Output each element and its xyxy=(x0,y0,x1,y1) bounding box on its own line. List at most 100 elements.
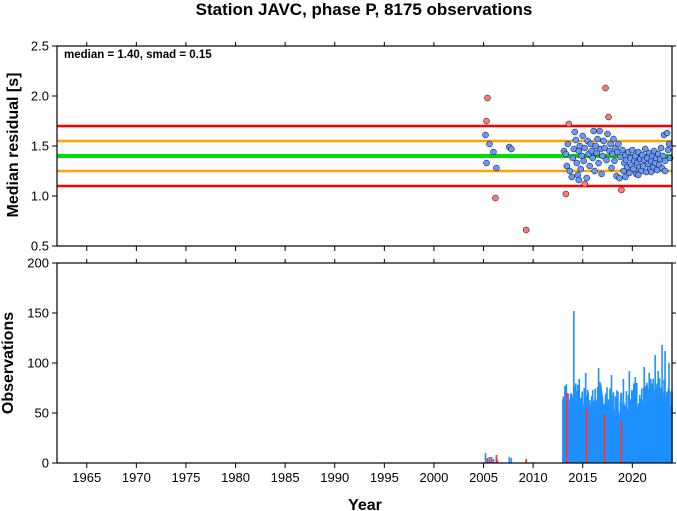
inlier-point xyxy=(665,140,673,148)
inlier-point xyxy=(620,167,627,175)
median-residual-panel: 0.5 1.0 1.5 2.0 2.5 median = 1.40, smad = 0.1… xyxy=(31,39,676,254)
inlier-point xyxy=(595,159,602,167)
outlier-observation-bar xyxy=(585,408,588,463)
x-tick-label: 2005 xyxy=(469,470,498,485)
inlier-point xyxy=(647,168,655,176)
outlier-observation-bar xyxy=(603,415,606,463)
inlier-point xyxy=(483,159,490,167)
outlier-point xyxy=(602,84,609,92)
x-tick-label: 1995 xyxy=(370,470,399,485)
outlier-observation-bar xyxy=(490,457,493,463)
inlier-point xyxy=(575,176,583,184)
observation-bar xyxy=(496,460,499,463)
inlier-point xyxy=(486,140,493,148)
inlier-point xyxy=(563,162,571,170)
inlier-point xyxy=(564,140,572,148)
inlier-point xyxy=(580,157,587,165)
inlier-point xyxy=(590,127,597,135)
inlier-point xyxy=(641,145,649,153)
chart-title: Station JAVC, phase P, 8175 observations xyxy=(196,0,533,19)
inlier-point xyxy=(596,127,603,135)
inlier-point xyxy=(601,144,608,152)
x-tick-label: 1970 xyxy=(122,470,151,485)
top-y-tick-label: 1.5 xyxy=(31,139,49,154)
outlier-point xyxy=(483,117,490,125)
outlier-point xyxy=(492,194,499,202)
x-tick-label: 2015 xyxy=(568,470,597,485)
outlier-point xyxy=(581,180,588,188)
inlier-point xyxy=(594,135,601,143)
observation-bar xyxy=(510,458,513,463)
inlier-point xyxy=(589,154,596,162)
inlier-point xyxy=(616,174,623,182)
x-tick-label: 2010 xyxy=(519,470,548,485)
inlier-point xyxy=(569,154,577,162)
inlier-point xyxy=(586,162,593,170)
inlier-point xyxy=(610,135,617,143)
bottom-y-tick-label: 100 xyxy=(27,356,49,371)
inlier-point xyxy=(591,167,598,175)
inlier-point xyxy=(562,150,570,158)
x-tick-label: 2000 xyxy=(419,470,448,485)
inlier-point xyxy=(600,137,607,145)
inlier-point xyxy=(611,157,618,165)
outlier-point xyxy=(522,226,530,234)
top-y-axis-label: Median residual [s] xyxy=(5,73,22,218)
inlier-point xyxy=(581,144,588,152)
bottom-y-axis-label: Observations xyxy=(0,312,17,414)
inlier-point xyxy=(579,132,586,140)
outlier-point xyxy=(618,186,625,194)
inlier-point xyxy=(619,146,626,154)
inlier-point xyxy=(657,144,665,152)
outlier-observation-bar xyxy=(495,455,498,463)
x-tick-label: 1990 xyxy=(320,470,349,485)
inlier-point xyxy=(573,159,581,167)
inlier-point xyxy=(626,169,633,177)
outlier-point xyxy=(562,190,570,198)
inlier-point xyxy=(615,140,622,148)
x-tick-label: 1965 xyxy=(72,470,101,485)
top-y-tick-label: 2.5 xyxy=(31,39,49,54)
inlier-point xyxy=(663,129,671,137)
inlier-point xyxy=(493,164,500,172)
bottom-y-tick-label: 150 xyxy=(27,306,49,321)
outlier-point xyxy=(484,94,491,102)
inlier-point xyxy=(577,165,584,173)
inlier-point xyxy=(661,157,669,165)
x-tick-label: 1985 xyxy=(271,470,300,485)
inlier-point xyxy=(568,173,576,181)
observation-bar xyxy=(484,453,487,463)
top-y-tick-label: 0.5 xyxy=(31,239,49,254)
inlier-point xyxy=(604,130,611,138)
inlier-point xyxy=(608,164,615,172)
top-y-tick-label: 2.0 xyxy=(31,89,49,104)
inlier-point xyxy=(572,136,580,144)
observation-bar xyxy=(488,457,491,463)
inlier-point xyxy=(566,167,574,175)
inlier-point xyxy=(593,149,600,157)
inlier-point xyxy=(508,145,515,153)
observation-bar xyxy=(492,459,495,463)
observation-bar xyxy=(508,457,511,463)
top-y-tick-label: 1.0 xyxy=(31,189,49,204)
inlier-point xyxy=(571,128,579,136)
inlier-point xyxy=(490,148,497,156)
inlier-point xyxy=(664,146,672,154)
inlier-point xyxy=(635,171,642,179)
stats-annotation: median = 1.40, smad = 0.15 xyxy=(64,49,212,61)
inlier-point xyxy=(629,146,636,154)
x-tick-label: 1980 xyxy=(221,470,250,485)
x-tick-label: 2020 xyxy=(618,470,647,485)
outlier-point xyxy=(565,120,573,128)
inlier-point xyxy=(607,140,614,148)
observations-panel: 0 50 100 150 200 1965 1970 1975 1980 1985 1990 1995… xyxy=(27,256,676,485)
inlier-point xyxy=(592,142,599,150)
outlier-observation-bar xyxy=(525,459,528,463)
inlier-point xyxy=(599,152,606,160)
outlier-point xyxy=(605,113,612,121)
outlier-observation-bar xyxy=(620,421,623,463)
inlier-point xyxy=(630,165,637,173)
x-tick-label: 1975 xyxy=(171,470,200,485)
